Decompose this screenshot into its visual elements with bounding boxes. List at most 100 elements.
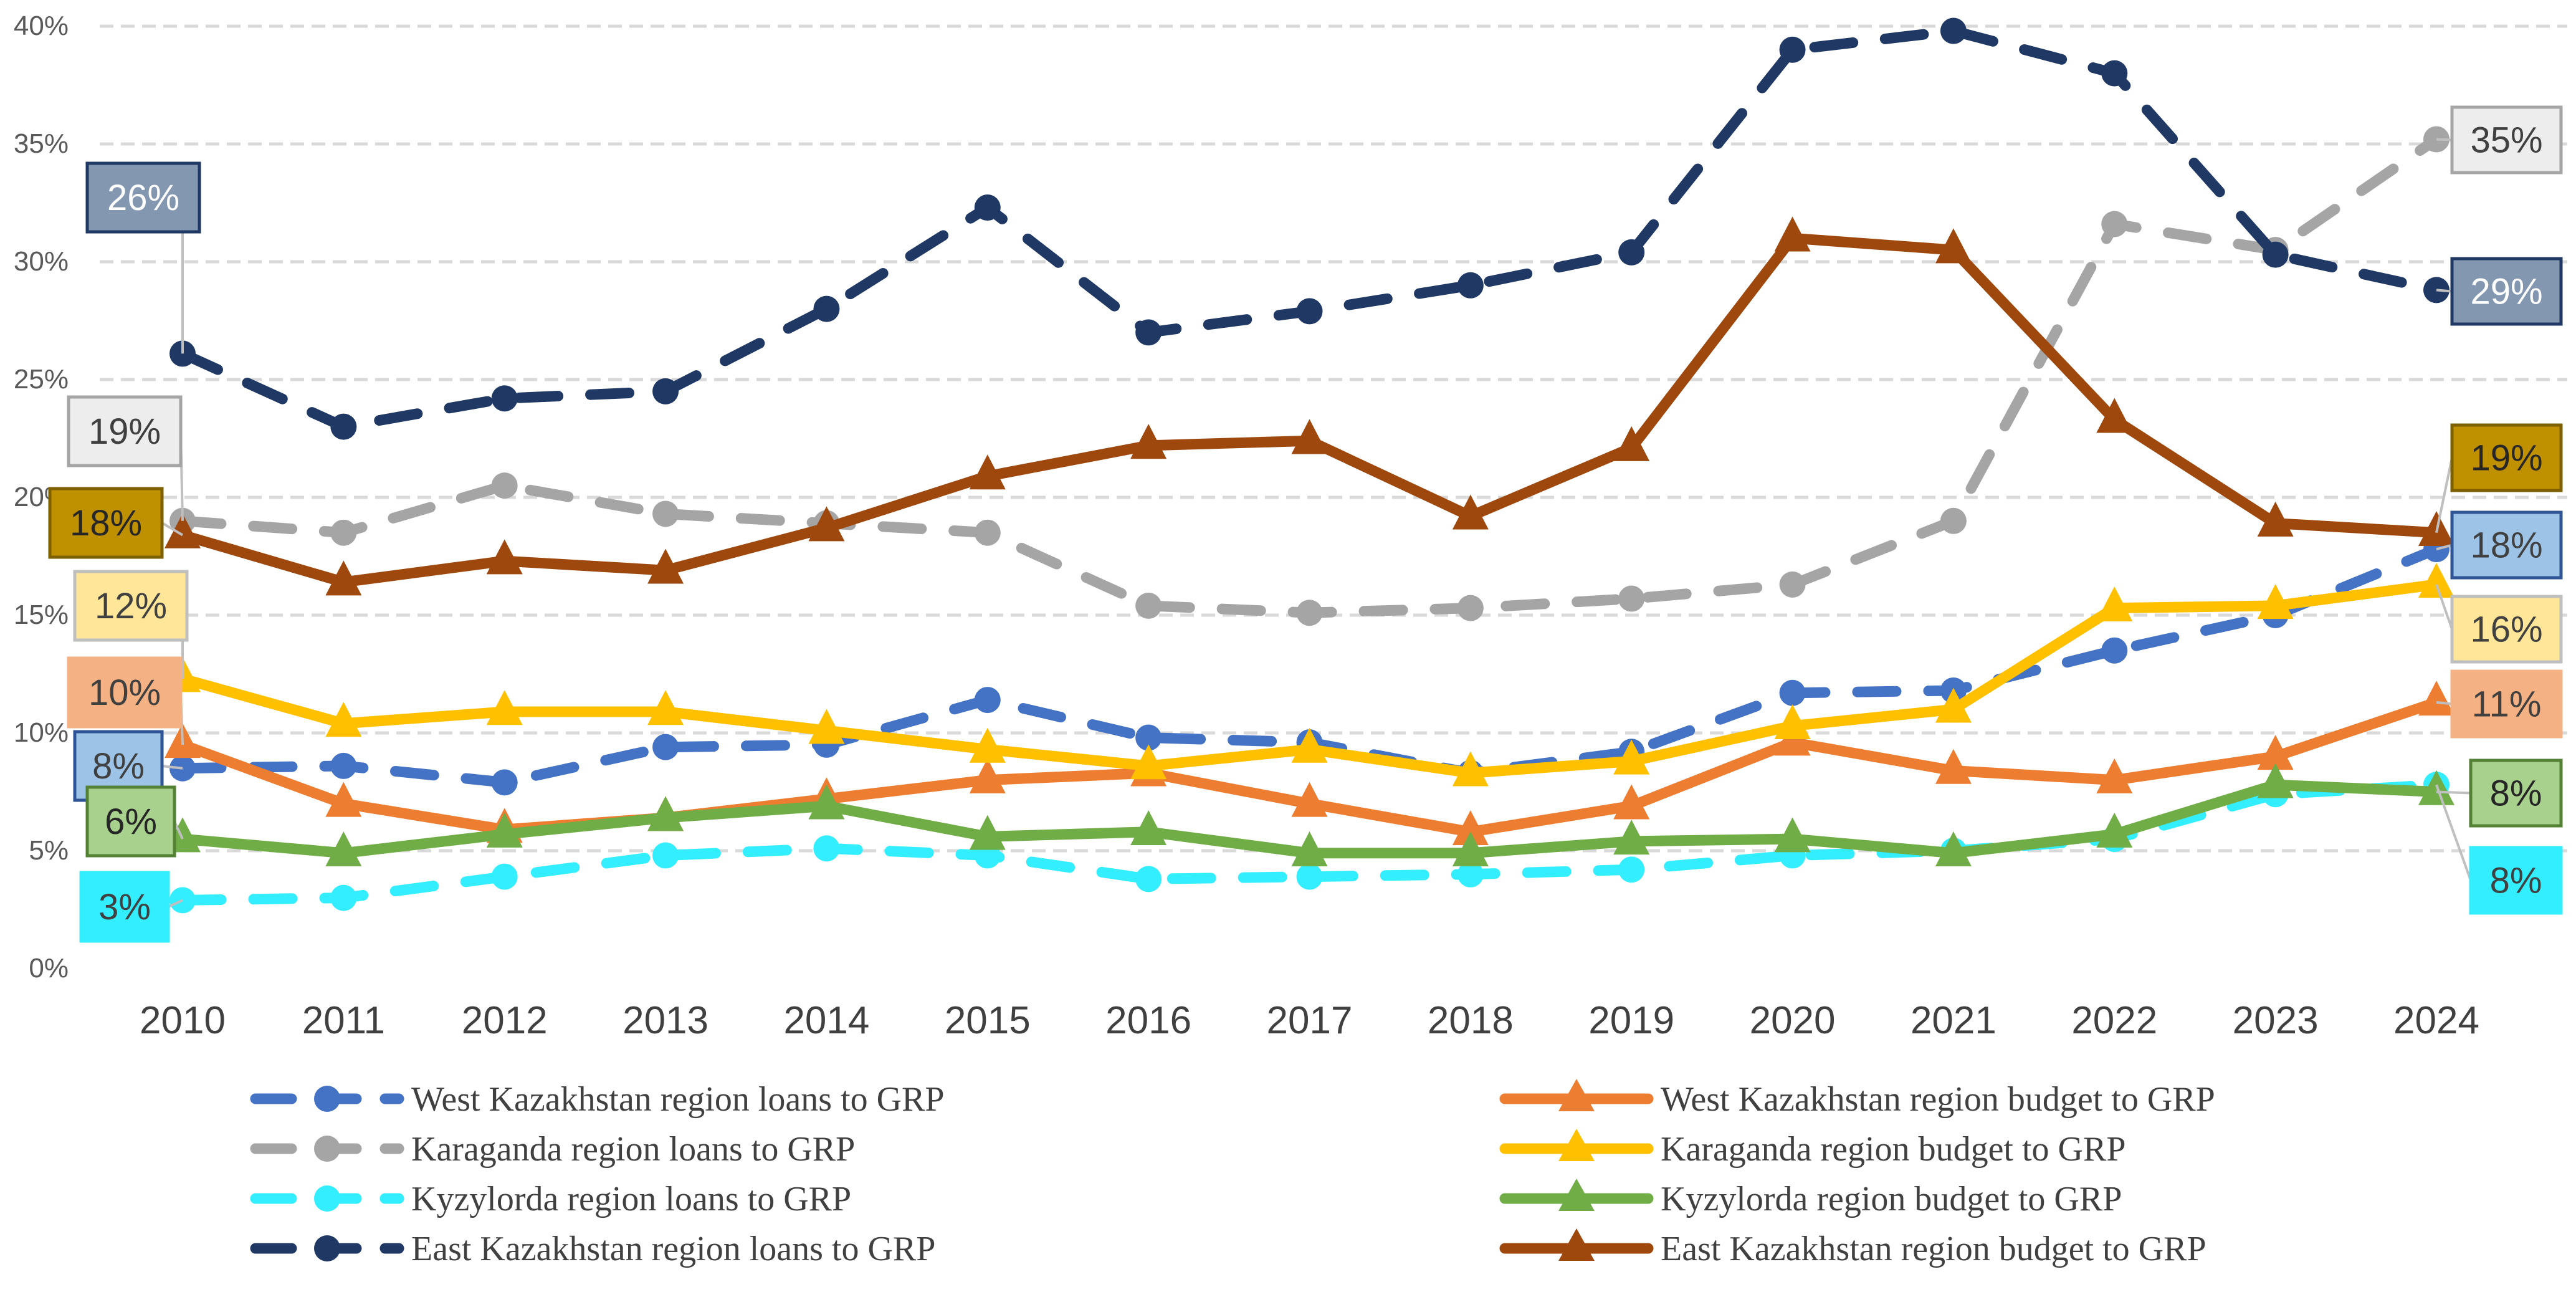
data-point xyxy=(652,500,679,527)
x-tick-label: 2020 xyxy=(1750,999,1836,1042)
data-point xyxy=(1613,426,1650,461)
data-point xyxy=(1613,739,1650,775)
legend-label: Karaganda region budget to GRP xyxy=(1661,1130,2125,1169)
data-point xyxy=(1457,595,1484,621)
data-point xyxy=(647,796,684,831)
data-point xyxy=(1618,239,1645,266)
callout-box xyxy=(2450,510,2563,580)
callout-label: 8% xyxy=(2490,861,2542,901)
callout-leader xyxy=(161,522,184,537)
series-karaganda-region-loans-to-grp xyxy=(169,126,2450,626)
callout-label: 12% xyxy=(95,586,167,626)
legend-marker xyxy=(314,1235,340,1261)
callout-leader xyxy=(168,899,183,908)
callout-label: 19% xyxy=(2470,438,2542,479)
callout-box xyxy=(48,487,164,559)
legend-marker xyxy=(1558,1079,1595,1111)
callout-box xyxy=(2469,758,2563,828)
data-point xyxy=(808,709,845,744)
data-point xyxy=(652,842,679,869)
callout-label: 29% xyxy=(2470,272,2542,312)
data-point xyxy=(813,295,840,322)
x-tick-label: 2022 xyxy=(2071,999,2157,1042)
data-point xyxy=(330,752,357,779)
callout-leader xyxy=(2436,543,2453,551)
series-line xyxy=(177,133,2442,618)
data-point xyxy=(2101,60,2128,87)
data-point xyxy=(969,454,1006,490)
gridlines xyxy=(100,24,2567,853)
data-point xyxy=(2101,637,2128,664)
callout-label: 6% xyxy=(105,802,157,842)
data-point xyxy=(1291,727,1328,763)
callout-west-kazakhstan-region-budget-to-grp-2010: 10% xyxy=(67,656,183,729)
callout-leader xyxy=(2436,289,2453,293)
callout-label: 8% xyxy=(92,746,145,787)
data-point xyxy=(165,513,201,548)
data-point xyxy=(325,831,362,867)
data-point xyxy=(1291,419,1328,454)
y-tick-label: 30% xyxy=(14,246,69,277)
data-point xyxy=(1135,866,1162,892)
data-point xyxy=(2418,681,2454,716)
callout-box xyxy=(79,871,170,943)
data-point xyxy=(2257,501,2294,537)
y-tick-label: 25% xyxy=(14,364,69,395)
callout-leader xyxy=(2436,138,2453,141)
data-point xyxy=(1940,17,1967,44)
data-point xyxy=(652,378,679,404)
legend-label: West Kazakhstan region budget to GRP xyxy=(1661,1080,2215,1119)
data-point xyxy=(2096,812,2133,848)
callout-leader xyxy=(2436,701,2453,706)
legend-item-east-kazakhstan-region-budget-to-grp: East Kazakhstan region budget to GRP xyxy=(1499,1228,2206,1268)
data-point xyxy=(486,812,523,848)
data-point xyxy=(1452,494,1489,530)
data-point xyxy=(1291,831,1328,867)
x-tick-label: 2023 xyxy=(2233,999,2319,1042)
data-point xyxy=(1452,810,1489,846)
callout-west-kazakhstan-region-budget-to-grp-2024: 11% xyxy=(2450,669,2563,739)
callout-leader xyxy=(161,765,183,770)
series-kyzylorda-region-budget-to-grp xyxy=(165,763,2454,867)
data-point xyxy=(491,472,518,499)
data-point xyxy=(1452,751,1489,787)
callout-east-kazakhstan-region-loans-to-grp-2024: 29% xyxy=(2450,257,2563,326)
data-point xyxy=(1135,592,1162,619)
y-tick-label: 0% xyxy=(29,953,69,983)
x-tick-label: 2019 xyxy=(1588,999,1674,1042)
data-point xyxy=(647,690,684,725)
data-point xyxy=(491,385,518,412)
legend-label: Karaganda region loans to GRP xyxy=(411,1130,855,1169)
callout-label: 10% xyxy=(88,672,161,713)
data-point xyxy=(2418,563,2454,598)
callout-label: 11% xyxy=(2472,684,2542,725)
callout-label: 18% xyxy=(2470,525,2542,566)
legend-item-kyzylorda-region-budget-to-grp: Kyzylorda region budget to GRP xyxy=(1499,1179,2122,1218)
callout-box xyxy=(85,785,176,858)
data-point xyxy=(1779,679,1806,706)
data-point xyxy=(2257,735,2294,770)
callout-label: 26% xyxy=(107,178,179,218)
callout-leader xyxy=(2436,790,2471,795)
data-point xyxy=(1935,831,1972,867)
callout-kyzylorda-region-budget-to-grp-2010: 6% xyxy=(85,785,176,858)
data-point xyxy=(2257,763,2294,798)
callout-kyzylorda-region-budget-to-grp-2024: 8% xyxy=(2469,758,2563,828)
legend-label: Kyzylorda region budget to GRP xyxy=(1661,1180,2122,1218)
data-point xyxy=(2096,398,2133,433)
data-point xyxy=(1291,782,1328,817)
callout-box xyxy=(2450,595,2563,664)
callout-box xyxy=(67,656,183,729)
data-point xyxy=(808,784,845,820)
legend: West Kazakhstan region loans to GRP Karag… xyxy=(250,1079,2215,1268)
callout-kyzylorda-region-loans-to-grp-2010: 3% xyxy=(79,871,170,943)
data-point xyxy=(2101,211,2128,237)
y-tick-label: 40% xyxy=(14,11,69,41)
legend-label: East Kazakhstan region loans to GRP xyxy=(411,1230,935,1268)
x-tick-label: 2018 xyxy=(1428,999,1514,1042)
data-point xyxy=(486,690,523,725)
series-east-kazakhstan-region-budget-to-grp xyxy=(165,216,2454,596)
callout-box xyxy=(2469,846,2563,915)
